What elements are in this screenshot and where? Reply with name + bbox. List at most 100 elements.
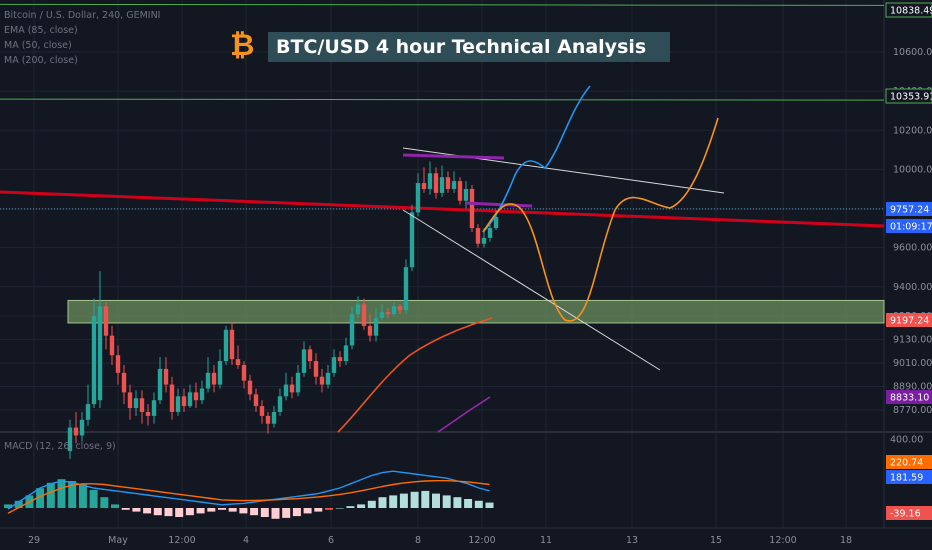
time-axis-label: 8 (415, 535, 421, 546)
candle-body (313, 361, 319, 377)
ema-85-label: EMA (85, close) (4, 25, 78, 36)
candle (331, 349, 337, 377)
candle-body (403, 267, 409, 311)
candle (133, 390, 139, 416)
triangle-upper-line (402, 147, 725, 194)
candle (313, 353, 319, 385)
macd-bar (378, 497, 387, 508)
macd-bar (36, 488, 45, 508)
macd-bar (442, 495, 451, 508)
macd-bar (111, 504, 119, 508)
ma-50-label: MA (50, close) (4, 40, 72, 51)
bitcoin-icon: ₿ (230, 28, 255, 63)
candle-body (253, 394, 259, 407)
candle-body (109, 335, 115, 356)
candle (73, 411, 79, 444)
candle-body (355, 304, 361, 315)
time-axis-label: May (108, 535, 128, 546)
support-zone (67, 299, 885, 324)
candle (439, 165, 445, 197)
candle-body (427, 173, 433, 189)
macd-axis-label: 400.00 (890, 435, 923, 446)
price-tag-label: 9757.24 (890, 205, 929, 216)
price-axis-tick: 9130.00 (893, 335, 932, 346)
macd-bar (100, 497, 109, 508)
candle (397, 304, 403, 315)
chart-title: BTC/USD 4 hour Technical Analysis (268, 32, 670, 62)
candle-body (85, 404, 91, 420)
macd-bar (474, 500, 483, 508)
candle (85, 384, 91, 426)
candle (277, 388, 283, 416)
price-axis-tick: 10600.00 (893, 47, 932, 58)
candle-body (409, 212, 415, 268)
candle-body (181, 396, 187, 407)
price-tag (885, 2, 932, 18)
candle (247, 374, 253, 401)
candle (253, 388, 259, 412)
candle-body (271, 411, 277, 424)
price-axis-tick: 9400.00 (893, 282, 932, 293)
blue-projection-path (482, 85, 591, 233)
candle (91, 298, 97, 409)
candle (289, 376, 295, 399)
candle-body (223, 329, 229, 362)
triangle-lower-line (402, 209, 661, 371)
candle (319, 368, 325, 393)
candle (187, 384, 193, 409)
candle-body (121, 372, 127, 393)
candle (151, 392, 157, 424)
macd-axis-tag (886, 455, 932, 469)
candle (403, 259, 409, 315)
candle-body (73, 427, 79, 436)
candle (325, 365, 331, 389)
candle (223, 325, 229, 366)
macd-bar (164, 508, 173, 517)
candle-body (205, 372, 211, 389)
macd-bar (121, 508, 130, 510)
macd-bar (485, 502, 494, 508)
ma-200-line (437, 396, 491, 433)
candle-body (265, 415, 271, 424)
macd-bar (14, 500, 23, 508)
candle (145, 404, 151, 426)
price-tag-label: 9197.24 (890, 316, 929, 327)
macd-bar (153, 508, 162, 516)
candle-body (445, 177, 451, 189)
candle (391, 302, 397, 317)
candle-body (475, 228, 481, 244)
candle (169, 376, 175, 420)
candle-body (235, 359, 241, 366)
time-axis-label: 29 (28, 535, 40, 546)
purple-level-mid (464, 201, 533, 208)
time-axis-label: 4 (243, 535, 249, 546)
candle (421, 167, 427, 193)
candle (97, 271, 103, 409)
candle-body (283, 384, 289, 397)
candle (283, 372, 289, 401)
macd-bar (453, 497, 462, 508)
candle-body (157, 368, 163, 401)
macd-bar (207, 508, 216, 512)
candle (343, 337, 349, 366)
macd-bar (464, 499, 473, 508)
candle-body (97, 306, 103, 401)
candle-body (151, 400, 157, 416)
candle (295, 365, 301, 397)
candle (385, 308, 391, 319)
time-axis-label: 18 (840, 535, 852, 546)
macd-axis-label: 181.59 (890, 473, 923, 484)
macd-bar (421, 490, 430, 508)
candle-body (193, 392, 199, 401)
price-axis-tick: 9010.00 (893, 358, 932, 369)
macd-bar (175, 508, 184, 517)
candle-body (487, 228, 493, 238)
candle-body (229, 329, 235, 360)
candle-body (319, 376, 325, 385)
candle (259, 400, 265, 424)
candle-body (175, 396, 181, 412)
candle (121, 365, 127, 405)
macd-axis-label: 220.74 (890, 458, 923, 469)
candle (361, 298, 367, 330)
